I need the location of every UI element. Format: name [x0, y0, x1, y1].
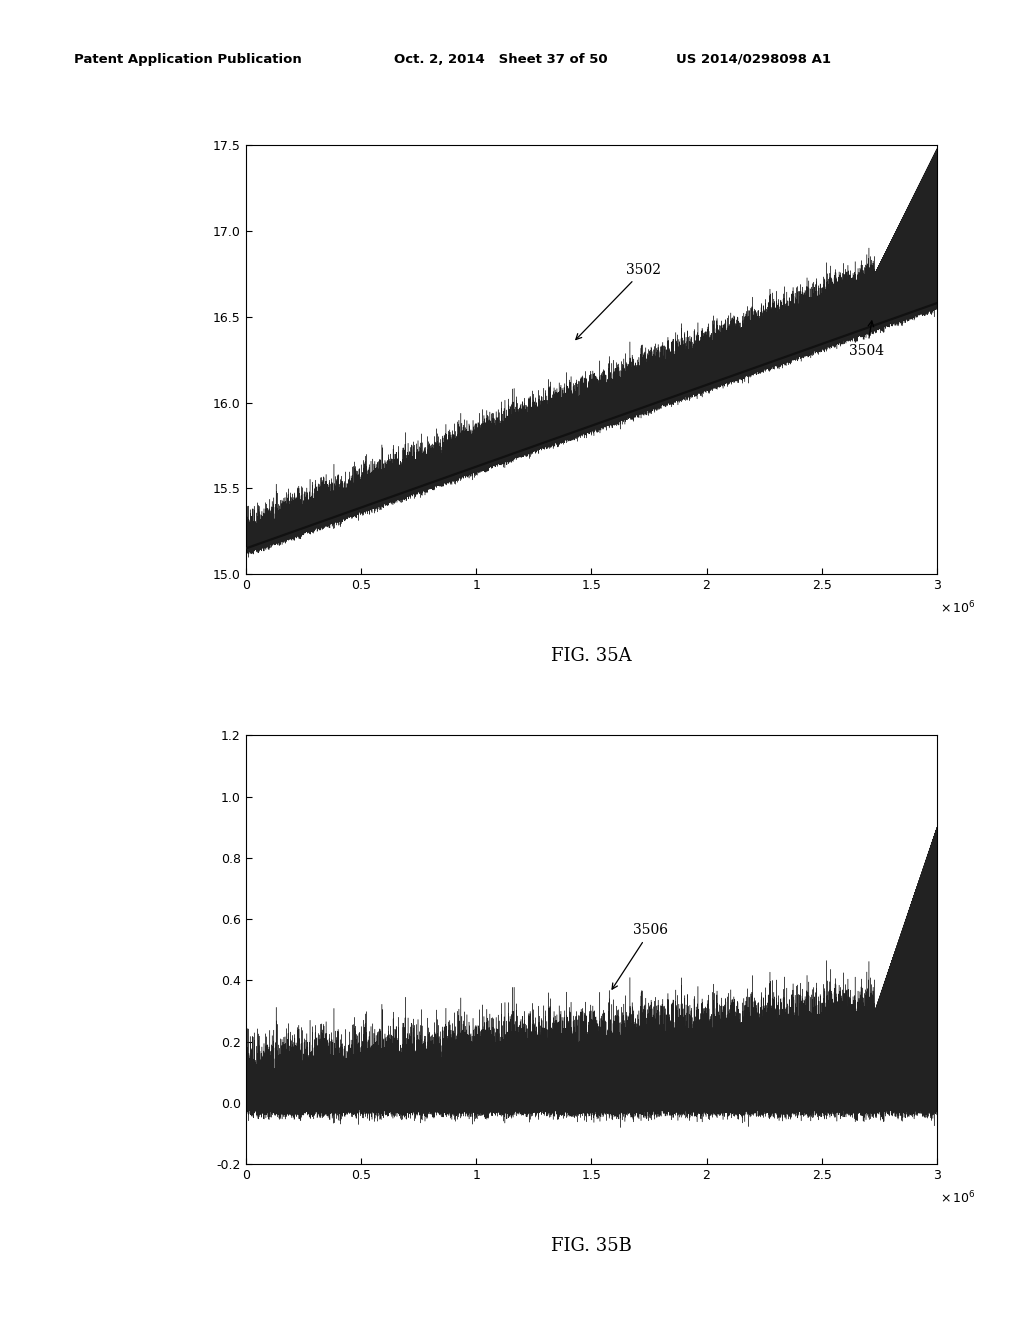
- Text: FIG. 35A: FIG. 35A: [551, 647, 632, 665]
- Text: 3502: 3502: [575, 263, 660, 339]
- Text: $\times\,10^6$: $\times\,10^6$: [940, 599, 976, 616]
- Text: $\times\,10^6$: $\times\,10^6$: [940, 1191, 976, 1206]
- Text: Patent Application Publication: Patent Application Publication: [74, 53, 301, 66]
- Text: US 2014/0298098 A1: US 2014/0298098 A1: [676, 53, 830, 66]
- Text: 3506: 3506: [612, 924, 668, 989]
- Text: FIG. 35B: FIG. 35B: [551, 1237, 632, 1255]
- Text: 3504: 3504: [850, 321, 885, 358]
- Text: Oct. 2, 2014   Sheet 37 of 50: Oct. 2, 2014 Sheet 37 of 50: [394, 53, 608, 66]
